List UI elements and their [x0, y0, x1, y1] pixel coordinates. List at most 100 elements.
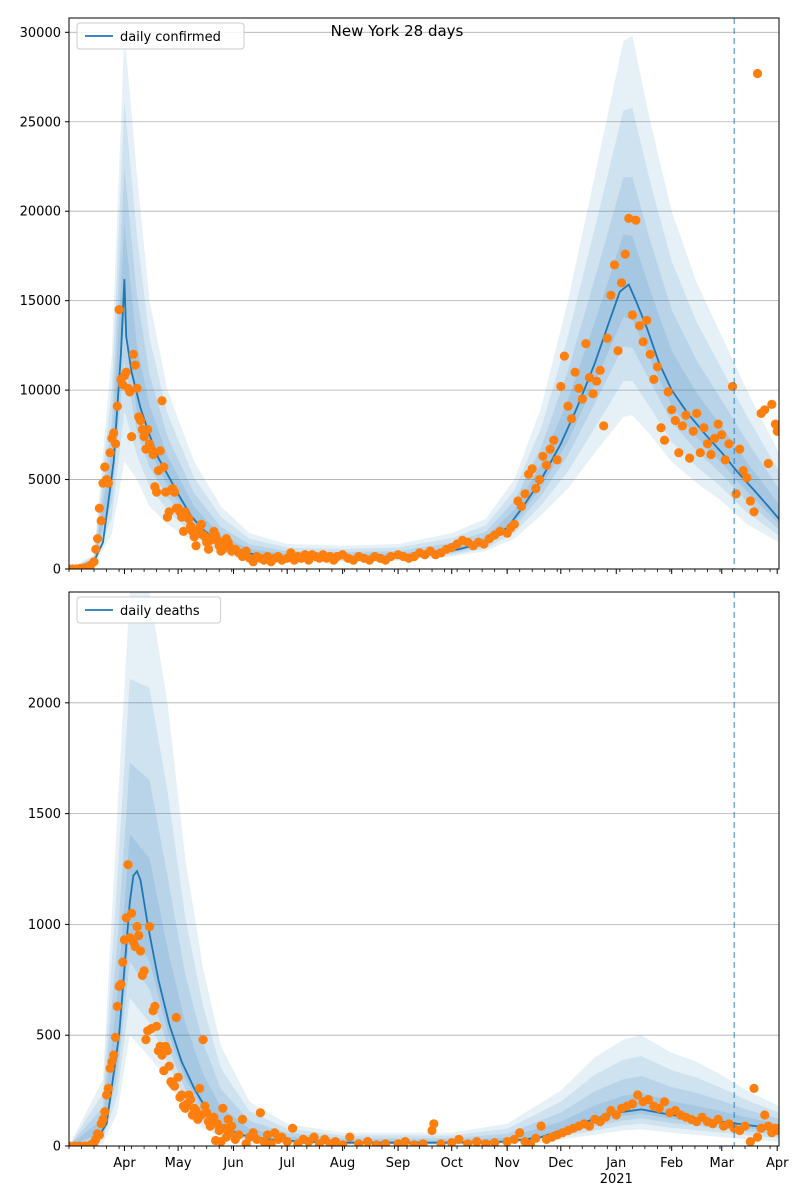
deaths-panel: 0 500 1000 1500 2000 daily deaths Apr May Jun Jul… — [28, 591, 789, 1187]
observed-point — [538, 451, 548, 461]
uncertainty-band — [69, 834, 779, 1146]
x-tick-label: Oct — [440, 1156, 462, 1171]
observed-point — [633, 1090, 643, 1100]
observed-point — [118, 957, 128, 967]
observed-point — [752, 68, 763, 79]
observed-point — [409, 1140, 419, 1146]
observed-point — [152, 487, 162, 497]
observed-point — [218, 1103, 228, 1113]
observed-point — [132, 922, 142, 932]
observed-point — [89, 557, 99, 567]
y-tick-label: 30000 — [20, 26, 61, 41]
observed-point — [745, 496, 756, 506]
observed-point — [191, 541, 201, 551]
observed-point — [656, 423, 666, 433]
uncertainty-band — [69, 168, 779, 569]
observed-point — [110, 1032, 121, 1042]
observed-point — [109, 428, 119, 438]
observed-point — [617, 278, 627, 288]
observed-point — [515, 1128, 525, 1138]
observed-point — [94, 503, 104, 513]
observed-point — [198, 1035, 208, 1045]
uncertainty-band — [69, 762, 779, 1146]
observed-point — [164, 507, 174, 517]
observed-point — [252, 1134, 262, 1144]
uncertainty-band — [69, 592, 779, 1146]
observed-point — [624, 213, 634, 223]
observed-point — [652, 362, 663, 372]
y-tick-label: 20000 — [20, 205, 61, 220]
observed-point — [148, 449, 158, 460]
observed-point — [354, 1139, 364, 1146]
observed-point — [649, 374, 659, 384]
y-tick-label: 0 — [53, 1140, 61, 1155]
axes-frame — [68, 17, 780, 570]
observed-point — [599, 421, 609, 431]
observed-point — [128, 349, 138, 359]
observed-point — [134, 930, 144, 941]
legend-label: daily deaths — [120, 604, 200, 619]
observed-point — [767, 399, 777, 409]
observed-point — [436, 1139, 446, 1146]
observed-point — [184, 514, 194, 524]
observed-point — [241, 546, 251, 556]
observed-point — [638, 337, 648, 347]
plot-area — [69, 592, 779, 1146]
observed-point — [178, 526, 189, 537]
observed-point — [400, 1137, 410, 1146]
y-tick-label: 10000 — [20, 384, 61, 399]
observed-point — [577, 394, 587, 404]
observed-point — [727, 381, 738, 392]
observed-point — [255, 1108, 265, 1118]
observed-point — [527, 464, 537, 474]
observed-point — [162, 1046, 172, 1056]
observed-point — [566, 414, 577, 424]
observed-point — [688, 426, 698, 436]
observed-point — [169, 1081, 180, 1091]
observed-point — [93, 534, 103, 544]
observed-point — [103, 1083, 113, 1093]
observed-point — [105, 448, 115, 458]
confirmed-panel: 0 5000 10000 15000 20000 25000 30000 daily conf… — [20, 17, 780, 578]
observed-point — [627, 310, 638, 320]
x-tick-label: Dec — [548, 1156, 573, 1171]
observed-point — [127, 432, 137, 442]
observed-point — [98, 1114, 108, 1124]
observed-point — [227, 1121, 237, 1131]
observed-point — [663, 387, 673, 397]
y-tick-label: 5000 — [28, 473, 61, 488]
x-tick-label: Feb — [660, 1156, 683, 1171]
observed-point — [282, 1137, 292, 1146]
observed-point — [654, 1103, 664, 1113]
y-tick-label: 15000 — [20, 294, 61, 309]
observed-point — [581, 339, 591, 349]
observed-point — [772, 426, 779, 436]
observed-point — [756, 1123, 766, 1133]
observed-point — [144, 922, 155, 932]
observed-point — [196, 519, 206, 529]
observed-point — [745, 1137, 755, 1146]
observed-point — [760, 1110, 770, 1120]
observed-point — [152, 1021, 162, 1031]
observed-point — [195, 1083, 205, 1093]
observed-point — [659, 435, 670, 445]
observed-point — [159, 462, 169, 472]
observed-point — [749, 507, 759, 517]
observed-point — [570, 367, 580, 377]
legend-label: daily confirmed — [120, 30, 221, 45]
observed-point — [592, 376, 602, 386]
x-tick-label: Jun — [222, 1156, 243, 1171]
observed-point — [620, 249, 630, 259]
observed-point — [502, 1137, 512, 1146]
observed-point — [588, 389, 598, 399]
observed-point — [717, 430, 727, 440]
observed-point — [574, 383, 584, 393]
observed-point — [531, 1133, 541, 1143]
observed-point — [203, 544, 214, 554]
observed-point — [659, 1097, 670, 1107]
observed-point — [724, 439, 734, 449]
observed-point — [429, 1119, 439, 1129]
observed-point — [91, 544, 101, 554]
observed-point — [123, 860, 133, 870]
